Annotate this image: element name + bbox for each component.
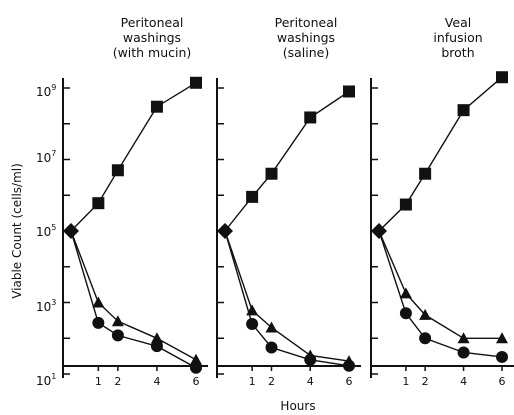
panel-2-circle-point <box>343 359 355 372</box>
panel-1-triangle-point <box>150 332 163 344</box>
panel-1-x-tick-label: 6 <box>193 375 200 388</box>
panel-2-title-line-2: washings <box>277 30 335 45</box>
panel-2-triangle-point <box>265 321 278 333</box>
y-tick-label-1e1: 101 <box>36 372 56 388</box>
panel-1-circle-point <box>111 329 124 342</box>
panel-2-circle-point <box>246 318 259 331</box>
x-axis-label: Hours <box>280 399 315 413</box>
y-tick-exponent: 3 <box>51 298 56 307</box>
panel-2-square-point <box>304 111 317 124</box>
panel-3-triangle-point <box>496 332 508 344</box>
panel-1-title-line-1: Peritoneal <box>121 15 184 30</box>
panel-2-square-point <box>343 85 355 98</box>
panel-1-square-point <box>111 164 124 177</box>
panel-3-square-point <box>457 104 470 117</box>
y-tick-base: 10 <box>36 374 51 388</box>
panel-titles: Peritoneal washings (with mucin) Periton… <box>113 15 483 60</box>
panel-2-x-tick-label: 2 <box>268 375 275 388</box>
panel-2-title-line-3: (saline) <box>283 45 329 60</box>
y-tick-label-1e3: 103 <box>36 298 56 314</box>
panel-2-square-point <box>265 167 278 180</box>
y-tick-base: 10 <box>36 85 51 99</box>
y-tick-base: 10 <box>36 151 51 165</box>
panel-3-x-tick-label: 4 <box>460 375 467 388</box>
panel-3-x-tick-label: 1 <box>402 375 409 388</box>
panel-2-circle-point <box>265 341 278 354</box>
panel-3-title-line-2: infusion <box>433 30 482 45</box>
y-tick-label-1e5: 105 <box>36 223 56 239</box>
panel-1-circle-series-line <box>70 230 197 369</box>
panel-1-x-tick-label: 1 <box>95 375 102 388</box>
panel-3-x-tick-label: 2 <box>422 375 429 388</box>
y-axis-label: Viable Count (cells/ml) <box>10 163 24 299</box>
panel-2-square-series-line <box>224 90 350 232</box>
panel-1-square-point <box>190 76 202 89</box>
panel-2-circle-series-line <box>224 230 350 367</box>
panel-1-circle-point <box>92 316 105 329</box>
panel-3-triangle-point <box>457 332 470 344</box>
panel-3-triangle-series-line <box>378 230 502 339</box>
panel-3-circle-point <box>419 332 432 345</box>
y-tick-exponent: 7 <box>51 149 56 158</box>
panel-1-triangle-point <box>190 353 202 365</box>
panel-3-square-series-line <box>378 76 503 232</box>
panel-1-x-tick-label: 2 <box>114 375 121 388</box>
panel-2-x-tick-label: 1 <box>249 375 256 388</box>
panel-3-triangle-point <box>419 308 432 320</box>
panel-1-square-point <box>92 197 105 210</box>
y-tick-base: 10 <box>36 300 51 314</box>
panel-2-title-line-1: Peritoneal <box>275 15 338 30</box>
panel-1-triangle-point <box>92 296 105 308</box>
panel-3-square-point <box>496 71 508 84</box>
panel-3-square-point <box>399 198 412 211</box>
panel-3-circle-point <box>496 350 508 363</box>
panel-3-title-line-1: Veal <box>445 15 471 30</box>
y-tick-exponent: 9 <box>51 83 56 92</box>
panel-1-title-line-2: washings <box>123 30 181 45</box>
panel-1-square-point <box>150 100 163 113</box>
panel-2-square-point <box>246 190 259 203</box>
panel-1-x-tick-label: 4 <box>153 375 160 388</box>
y-tick-label-1e7: 107 <box>36 149 56 165</box>
y-tick-label-1e9: 109 <box>36 83 56 99</box>
panel-1-triangle-point <box>111 315 124 327</box>
panel-3-circle-point <box>399 307 412 320</box>
panel-2-x-tick-label: 6 <box>346 375 353 388</box>
panel-1-square-series-line <box>70 82 197 232</box>
panel-3-x-tick-label: 6 <box>499 375 506 388</box>
panel-2-circle-point <box>304 353 317 366</box>
y-tick-exponent: 5 <box>51 223 56 232</box>
panel-1-title-line-3: (with mucin) <box>113 45 192 60</box>
panel-3-title-line-3: broth <box>441 45 474 60</box>
panel-1-circle-point <box>190 361 202 374</box>
panel-3-circle-point <box>457 346 470 359</box>
y-tick-labels: 101 103 105 107 109 <box>36 83 56 388</box>
panel-3-square-point <box>419 167 432 180</box>
panel-3-triangle-point <box>399 287 412 299</box>
y-tick-base: 10 <box>36 225 51 239</box>
panel-2-x-tick-label: 4 <box>307 375 314 388</box>
y-tick-exponent: 1 <box>51 372 56 381</box>
panel-1-circle-point <box>150 340 163 353</box>
